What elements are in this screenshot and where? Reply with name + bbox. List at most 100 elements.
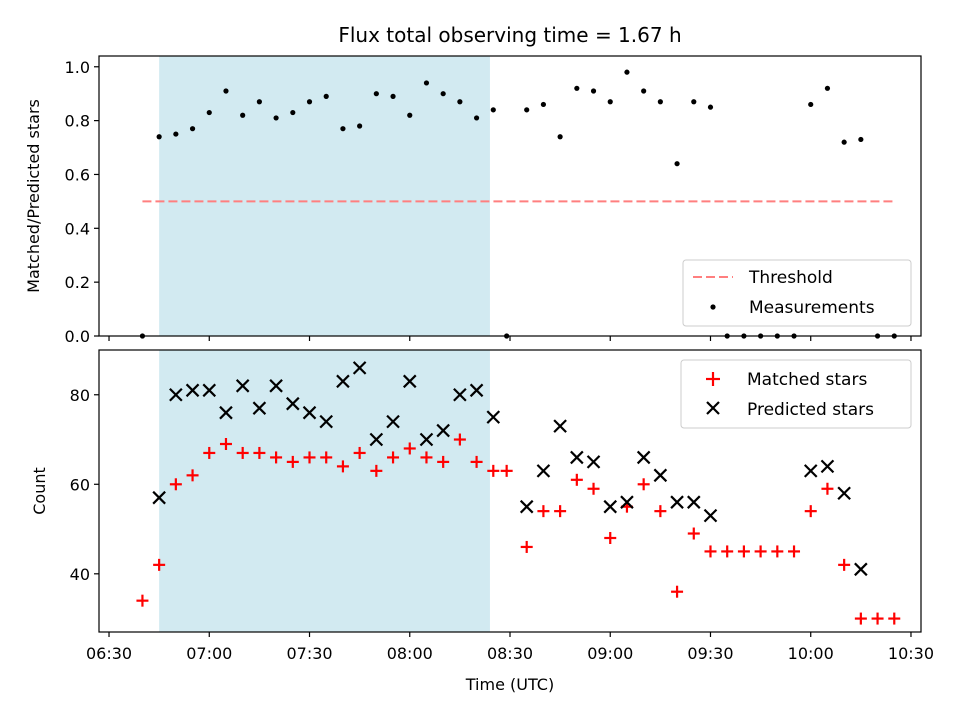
matched-star-point <box>420 451 433 464</box>
predicted-star-point <box>269 379 283 393</box>
x-tick-label: 07:00 <box>186 644 232 663</box>
matched-star-point <box>303 451 316 464</box>
predicted-star-point <box>419 432 434 447</box>
predicted-star-point <box>486 410 501 424</box>
measurement-point <box>841 139 847 145</box>
matched-star-point <box>203 446 216 459</box>
predicted-star-point <box>519 499 534 514</box>
measurement-point <box>306 99 313 105</box>
measurement-point <box>156 134 162 140</box>
measurement-point <box>473 115 480 121</box>
predicted-star-point <box>687 495 701 509</box>
matched-star-point <box>437 455 450 468</box>
matched-star-point <box>754 545 767 558</box>
measurement-point <box>407 112 413 118</box>
legend-measurements-swatch <box>710 304 716 310</box>
legend-matched-label: Matched stars <box>747 370 867 390</box>
matched-star-point <box>788 545 801 558</box>
predicted-star-point <box>219 405 233 420</box>
x-tick-label: 08:30 <box>487 644 533 663</box>
count-y-tick-label: 60 <box>70 475 90 494</box>
measurement-points <box>139 69 897 339</box>
measurement-point <box>290 109 296 116</box>
measurement-point <box>674 161 680 167</box>
matched-star-point <box>687 527 700 540</box>
measurement-point <box>256 99 262 105</box>
count-legend-box <box>680 359 912 429</box>
measurement-point <box>240 112 246 118</box>
predicted-star-point <box>336 374 350 389</box>
measurement-point <box>524 107 530 113</box>
matched-star-point <box>253 446 266 459</box>
measurement-point <box>490 107 496 113</box>
predicted-stars-points <box>152 361 868 577</box>
x-tick-label: 08:00 <box>387 644 433 663</box>
matched-star-point <box>704 545 717 558</box>
measurement-point <box>657 99 663 105</box>
measurement-point <box>206 109 212 116</box>
matched-star-point <box>570 473 583 486</box>
predicted-star-point <box>553 419 567 433</box>
legend-predicted-label: Predicted stars <box>747 400 874 420</box>
predicted-star-point <box>670 495 684 509</box>
predicted-star-point <box>603 499 618 514</box>
measurement-point <box>440 91 446 97</box>
predicted-star-point <box>653 468 668 483</box>
measurement-point <box>373 91 379 97</box>
ratio-shaded-interval <box>159 56 490 336</box>
measurement-point <box>457 99 463 105</box>
matched-star-point <box>654 505 667 518</box>
matched-star-point <box>771 545 784 558</box>
ratio-panel: 0.0 0.2 0.4 0.6 0.8 1.0 Matched/Predicted sta… <box>24 55 922 346</box>
predicted-star-point <box>536 464 551 478</box>
measurement-point <box>574 85 580 91</box>
count-y-tick-label: 80 <box>70 386 90 405</box>
predicted-star-point <box>302 405 317 420</box>
matched-star-point <box>871 612 884 625</box>
count-legend: Matched stars Predicted stars <box>680 359 912 429</box>
matched-star-point <box>236 446 249 459</box>
measurement-point <box>540 101 547 108</box>
ratio-legend-box <box>682 259 912 327</box>
measurement-point <box>223 88 229 94</box>
measurement-point <box>423 80 430 86</box>
matched-star-point <box>353 446 366 459</box>
x-tick-label: 07:30 <box>286 644 332 663</box>
measurement-point <box>273 115 279 121</box>
predicted-star-point <box>453 387 467 402</box>
measurement-point <box>607 99 613 105</box>
ratio-y-tick-label: 0.8 <box>65 112 90 131</box>
predicted-star-point <box>854 562 868 577</box>
x-tick-label: 06:30 <box>86 644 132 663</box>
x-axis-label: Time (UTC) <box>465 675 554 694</box>
matched-star-point <box>888 612 901 625</box>
matched-star-point <box>286 455 299 468</box>
predicted-star-point <box>252 401 267 415</box>
predicted-star-point <box>703 508 718 523</box>
legend-predicted-swatch <box>706 401 720 415</box>
ratio-x-ticks <box>108 336 912 341</box>
predicted-star-point <box>636 450 651 465</box>
measurement-point <box>323 93 329 99</box>
matched-star-point <box>270 451 283 464</box>
matched-star-point <box>854 612 867 625</box>
matched-stars-points <box>136 433 901 625</box>
measurement-point <box>858 136 864 143</box>
measurement-point <box>691 99 697 105</box>
matched-star-point <box>671 585 684 598</box>
measurement-point <box>808 101 814 108</box>
measurement-point <box>173 131 179 137</box>
matched-star-point <box>520 540 533 553</box>
count-y-tick-label: 40 <box>70 565 90 584</box>
legend-threshold-label: Threshold <box>748 268 833 288</box>
x-tick-label: 09:00 <box>587 644 633 663</box>
matched-star-point <box>537 505 550 518</box>
predicted-star-point <box>319 414 333 429</box>
predicted-star-point <box>402 374 417 389</box>
matched-star-point <box>336 460 349 473</box>
legend-matched-swatch <box>706 372 720 386</box>
legend-measurements-label: Measurements <box>749 298 875 318</box>
measurement-point <box>340 126 346 132</box>
predicted-star-point <box>436 423 450 438</box>
ratio-axes-frame <box>98 55 922 337</box>
